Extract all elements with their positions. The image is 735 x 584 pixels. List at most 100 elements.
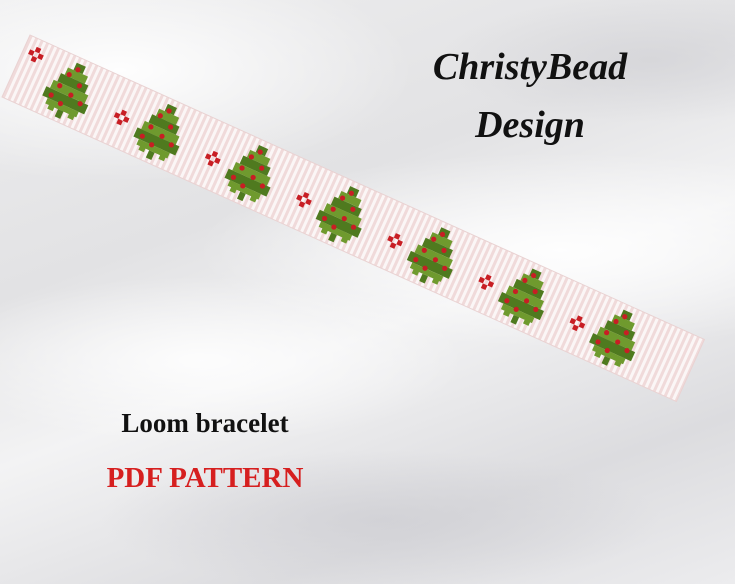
tree-ornament xyxy=(513,306,519,312)
berry-bead xyxy=(393,233,401,240)
tree-branch-stub xyxy=(47,103,56,112)
berry-bead xyxy=(578,322,586,329)
tree-ornament xyxy=(240,183,246,189)
tree-ornament xyxy=(68,92,74,98)
berry-bead xyxy=(387,235,394,243)
tree-ornament xyxy=(341,216,347,222)
product-type-label: Loom bracelet xyxy=(121,408,289,438)
tree-tier xyxy=(409,262,444,282)
tree-trunk xyxy=(54,109,64,119)
tree-ornament xyxy=(248,154,255,160)
berry-cluster-icon xyxy=(387,233,403,249)
berry-bead xyxy=(211,150,219,158)
tree-branch-stub xyxy=(229,185,238,194)
tree-ornament xyxy=(167,124,174,130)
tree-ornament xyxy=(422,265,428,271)
tree-tier xyxy=(406,250,453,279)
tree-ornament xyxy=(622,314,628,320)
tree-tier xyxy=(148,114,180,135)
tree-tier xyxy=(227,180,261,200)
tree-tier xyxy=(589,333,636,362)
tree-tier xyxy=(155,108,180,126)
tree-ornament xyxy=(431,236,437,242)
tree-trunk xyxy=(236,191,246,202)
tree-ornament xyxy=(257,149,263,155)
tree-ornament xyxy=(533,306,539,313)
tree-ornament xyxy=(439,231,446,238)
tree-tier xyxy=(133,127,180,156)
tree-ornament xyxy=(166,108,172,114)
berry-bead xyxy=(30,55,38,63)
christmas-tree-icon xyxy=(224,144,271,203)
tree-branch-stub xyxy=(138,144,147,153)
tree-ornament xyxy=(350,224,357,230)
tree-tier xyxy=(592,344,626,365)
tree-ornament xyxy=(139,133,145,139)
tree-tier xyxy=(42,86,89,115)
berry-bead xyxy=(113,112,121,119)
berry-bead xyxy=(576,315,583,323)
tree-ornament xyxy=(239,165,245,171)
tree-tier xyxy=(45,97,79,118)
tree-ornament xyxy=(149,142,155,148)
berry-bead xyxy=(116,118,123,126)
tree-ornament xyxy=(531,272,537,279)
tree-ornament xyxy=(330,206,336,212)
tree-ornament xyxy=(57,101,64,107)
brand-title-line-1: ChristyBead xyxy=(432,46,628,88)
tree-branch-stub xyxy=(67,112,76,121)
tree-ornament xyxy=(331,224,337,230)
tree-ornament xyxy=(532,289,538,295)
tree-tier xyxy=(513,278,545,300)
berry-bead xyxy=(569,317,577,325)
tree-ornament xyxy=(348,190,354,196)
tree-tier xyxy=(246,149,271,167)
tree-ornament xyxy=(148,124,154,130)
berry-bead xyxy=(122,116,130,123)
tree-ornament xyxy=(523,298,530,304)
tree-ornament xyxy=(157,113,163,119)
berry-bead xyxy=(478,276,485,284)
tree-ornament xyxy=(321,215,328,222)
berry-cluster-icon xyxy=(204,150,221,167)
berry-bead xyxy=(34,46,42,54)
tree-ornament xyxy=(48,92,54,98)
berry-bead xyxy=(207,159,215,167)
tree-trunk xyxy=(328,232,337,243)
berry-cluster-icon xyxy=(296,191,312,208)
berry-bead xyxy=(28,49,35,56)
tree-ornament xyxy=(57,83,63,89)
tree-tier xyxy=(604,320,636,341)
tree-ornament xyxy=(604,347,610,354)
tree-ornament xyxy=(230,174,237,180)
tree-branch-stub xyxy=(594,350,603,358)
tree-tier xyxy=(611,314,635,331)
christmas-tree-icon xyxy=(589,309,636,368)
berry-bead xyxy=(120,109,128,117)
tree-tier xyxy=(64,67,89,84)
berry-bead xyxy=(204,153,212,160)
christmas-tree-icon xyxy=(497,268,545,326)
tree-ornament xyxy=(159,133,165,139)
tree-ornament xyxy=(350,206,356,212)
motif-layer xyxy=(28,46,636,368)
tree-trunk xyxy=(145,150,155,160)
christmas-tree-icon xyxy=(133,103,180,162)
berry-bead xyxy=(487,280,495,288)
berry-bead xyxy=(480,283,488,291)
tree-tier xyxy=(338,190,362,208)
tree-ornament xyxy=(613,318,619,325)
tree-branch-stub xyxy=(320,226,329,235)
berry-bead xyxy=(296,194,303,202)
christmas-tree-icon xyxy=(42,62,89,121)
tree-branch-stub xyxy=(614,359,623,368)
tree-tier xyxy=(315,209,362,238)
berry-bead xyxy=(571,324,579,332)
tree-ornament xyxy=(512,288,519,295)
tree-ornament xyxy=(442,265,448,271)
christmas-tree-icon xyxy=(406,227,453,285)
christmas-tree-icon xyxy=(315,186,362,244)
tree-ornament xyxy=(76,83,83,89)
tree-ornament xyxy=(624,348,630,354)
